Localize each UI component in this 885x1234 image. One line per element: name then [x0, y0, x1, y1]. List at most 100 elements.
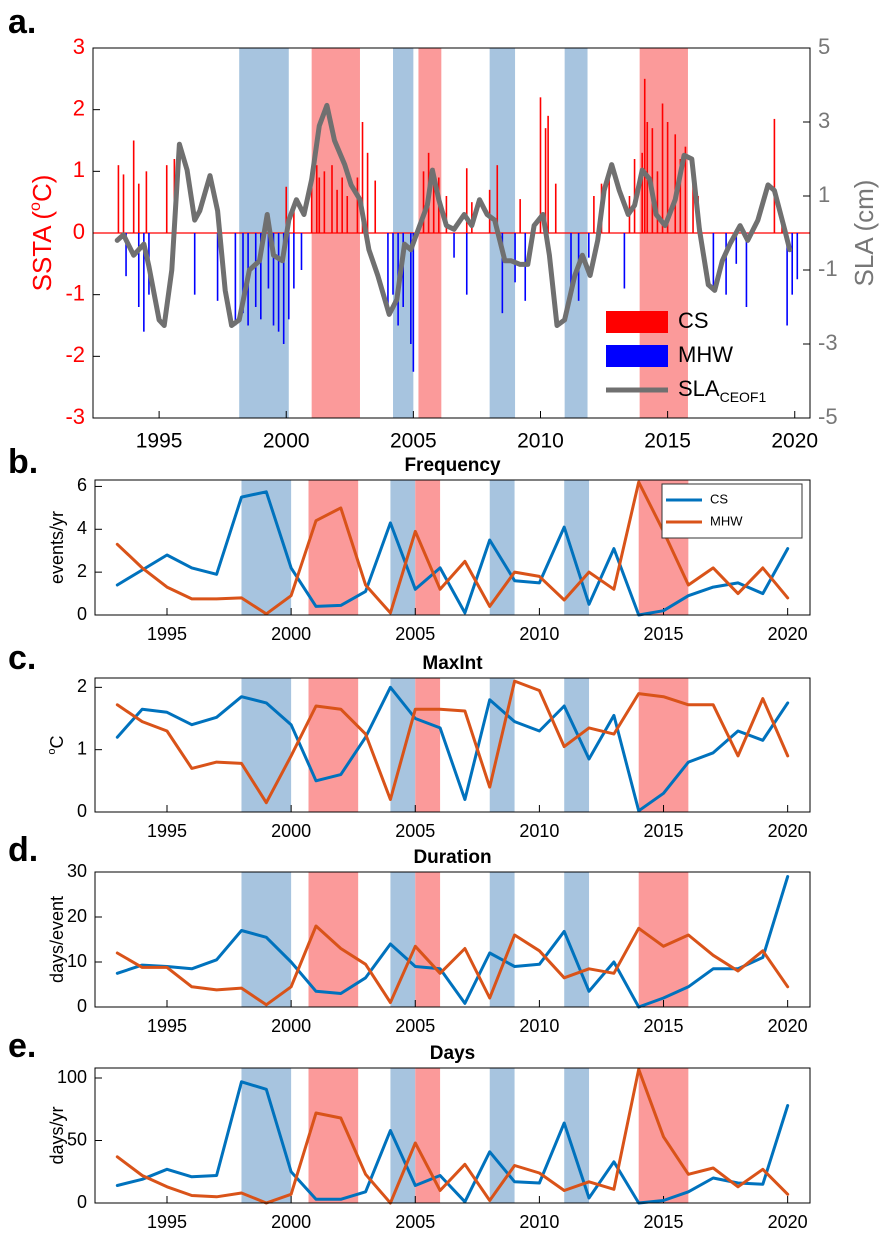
y2-tick-label: -1 [818, 256, 838, 281]
shading-band [308, 872, 359, 1007]
bar [465, 168, 468, 233]
bar [608, 171, 610, 233]
bar [488, 189, 491, 233]
bar [593, 196, 595, 233]
bar [272, 233, 275, 326]
y-tick-label: 3 [73, 34, 85, 59]
bar [145, 171, 148, 233]
shading-band [390, 678, 416, 812]
bar [387, 233, 389, 314]
bar [193, 233, 196, 295]
x-tick-label: 2000 [263, 430, 310, 453]
panel-title: MaxInt [422, 653, 483, 674]
x-tick-label: 2010 [517, 430, 564, 453]
bar [501, 233, 504, 314]
bar [137, 233, 140, 307]
bar [725, 233, 727, 295]
bar [366, 152, 369, 233]
y-tick-label: -3 [65, 404, 85, 429]
x-tick-label: 2020 [768, 821, 808, 841]
bar [125, 233, 127, 277]
data-line [115, 685, 790, 813]
bar [692, 183, 694, 233]
bar [519, 199, 521, 233]
x-tick-label: 2015 [644, 821, 684, 841]
legend-label-part: CEOF1 [720, 389, 767, 405]
bar [341, 177, 343, 233]
bar [547, 115, 549, 233]
shading-band [390, 872, 416, 1007]
y-tick-label: 0 [77, 996, 87, 1016]
y-tick-label: 50 [67, 1129, 87, 1149]
y2-tick-label: 5 [818, 34, 830, 59]
bar [514, 233, 516, 283]
y-tick-label: 4 [77, 518, 87, 538]
data-line [115, 924, 790, 1007]
bar [623, 233, 626, 289]
y-axis-label-part: o [46, 748, 58, 754]
x-tick-label: 2015 [644, 624, 684, 644]
shading-band [308, 1068, 359, 1203]
bar [374, 180, 377, 233]
shading-band [241, 678, 292, 812]
bar [300, 233, 303, 270]
axes-box [94, 1067, 811, 1204]
y-tick-label: 0 [73, 219, 85, 244]
legend-label-part: SLA [678, 376, 720, 401]
bar [643, 78, 646, 233]
bar [745, 233, 748, 307]
bar [661, 103, 664, 233]
x-tick-label: 2005 [390, 430, 437, 453]
shading-band [308, 678, 359, 812]
bar [712, 233, 715, 289]
bar [432, 168, 435, 233]
x-tick-label: 2000 [271, 1016, 311, 1036]
bar [539, 97, 542, 233]
data-line [115, 490, 790, 617]
x-tick-label: 1995 [147, 1016, 187, 1036]
x-tick-label: 2000 [271, 1212, 311, 1232]
x-tick-label: 1995 [147, 1212, 187, 1232]
bar [422, 171, 425, 233]
bar [315, 165, 318, 233]
legend-box [661, 483, 803, 539]
y2-tick-label: 3 [818, 108, 830, 133]
bar [267, 233, 270, 289]
axes-box [94, 479, 811, 616]
y-tick-label: 0 [77, 604, 87, 624]
shading-band [241, 872, 292, 1007]
bar [445, 196, 448, 233]
panel-title: Duration [413, 847, 491, 868]
y-tick-label: 20 [67, 906, 87, 926]
bar [791, 233, 794, 295]
bar [544, 128, 547, 233]
x-tick-label: 2005 [395, 624, 435, 644]
x-tick-label: 2000 [271, 624, 311, 644]
bar [293, 205, 295, 233]
x-tick-label: 2010 [519, 1212, 559, 1232]
y-axis-label: SSTA (oC) [27, 175, 57, 292]
y-tick-label: 2 [77, 561, 87, 581]
bar [277, 233, 280, 332]
bar [287, 233, 290, 320]
bar [641, 152, 643, 233]
panel-label: b. [8, 443, 38, 481]
y-axis-label-part: C) [27, 175, 57, 202]
bar [137, 183, 140, 233]
bar [216, 233, 219, 301]
panel-label: d. [8, 831, 38, 869]
bar [666, 122, 669, 233]
legend-swatch [606, 311, 668, 333]
axes-box [92, 47, 811, 419]
x-tick-label: 2000 [271, 821, 311, 841]
y-tick-label: 2 [73, 95, 85, 120]
data-line [115, 875, 790, 1009]
x-tick-label: 2020 [771, 430, 818, 453]
data-line [115, 1067, 790, 1205]
shading-band [241, 480, 292, 615]
bar [796, 233, 799, 280]
bar [465, 233, 468, 295]
bar [117, 165, 120, 233]
x-tick-label: 2010 [519, 1016, 559, 1036]
